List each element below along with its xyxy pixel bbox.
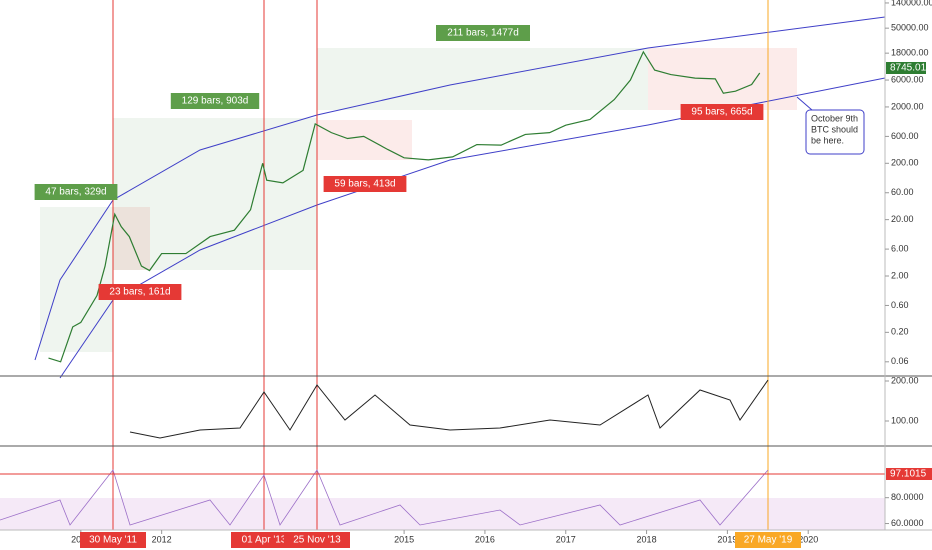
x-tick-label: 2017 [556,534,576,544]
annotation-box [323,176,407,192]
note-line: BTC should [811,124,858,134]
y-tick-label: 200.00 [891,158,919,168]
annotation-box [436,25,530,41]
annotation: 23 bars, 161d [109,287,170,298]
y-tick-label: 200.00 [891,375,919,385]
note-box [805,109,865,155]
y-tick-label: 6.00 [891,243,909,253]
y-tick-label: 60.0000 [891,518,924,528]
level-tag [886,468,932,480]
y-tick-label: 140000.00 [891,0,932,7]
red-box [113,207,150,270]
x-tick-label: 2016 [475,534,495,544]
note-line: be here. [811,135,844,145]
annotation: 59 bars, 413d [334,179,395,190]
red-box [648,48,797,110]
y-tick-label: 0.60 [891,300,909,310]
green-box [113,118,317,270]
y-tick-label: 2.00 [891,270,909,280]
y-tick-label: 80.0000 [891,492,924,502]
indicator-line [129,379,769,439]
note-line: October 9th [811,113,858,123]
annotation-box [80,532,146,548]
upper-channel [34,16,886,361]
note-pointer [796,96,813,111]
y-tick-label: 50000.00 [891,23,929,33]
x-tick-label: 2018 [637,534,657,544]
y-tick-label: 18000.00 [891,48,929,58]
rsi-line [0,469,769,526]
annotation: 27 May '19 [744,535,793,546]
annotation-box [34,184,118,200]
level-label: 97.1015 [890,469,927,480]
annotation: 129 bars, 903d [182,96,249,107]
green-box [40,207,113,352]
price-label: 8745.01 [890,63,927,74]
annotation-box [98,284,182,300]
y-tick-label: 0.20 [891,327,909,337]
y-tick-label: 20.00 [891,214,914,224]
annotation: 47 bars, 329d [45,187,106,198]
annotation: 25 Nov '13 [293,535,341,546]
price-tag [886,62,926,74]
annotation-box [231,532,297,548]
price-line [48,50,761,363]
x-tick-label: 2020 [798,534,818,544]
annotation: 211 bars, 1477d [447,28,519,39]
y-tick-label: 0.06 [891,356,909,366]
annotation-box [170,93,260,109]
annotation: 30 May '11 [89,535,137,546]
annotation: 95 bars, 665d [691,107,752,118]
vlines [112,0,769,530]
y-tick-label: 60.00 [891,187,914,197]
annotation-box [680,104,764,120]
x-tick-label: 2015 [394,534,414,544]
annotation: 01 Apr '13 [242,535,287,546]
rsi-band [0,498,885,530]
y-tick-label: 6000.00 [891,74,924,84]
y-tick-label: 2000.00 [891,101,924,111]
y-tick-label: 100.00 [891,415,919,425]
x-tick-label: 2012 [152,534,172,544]
annotation-box [735,532,801,548]
y-tick-label: 600.00 [891,131,919,141]
x-tick-label: 2019 [717,534,737,544]
annotation-box [284,532,350,548]
